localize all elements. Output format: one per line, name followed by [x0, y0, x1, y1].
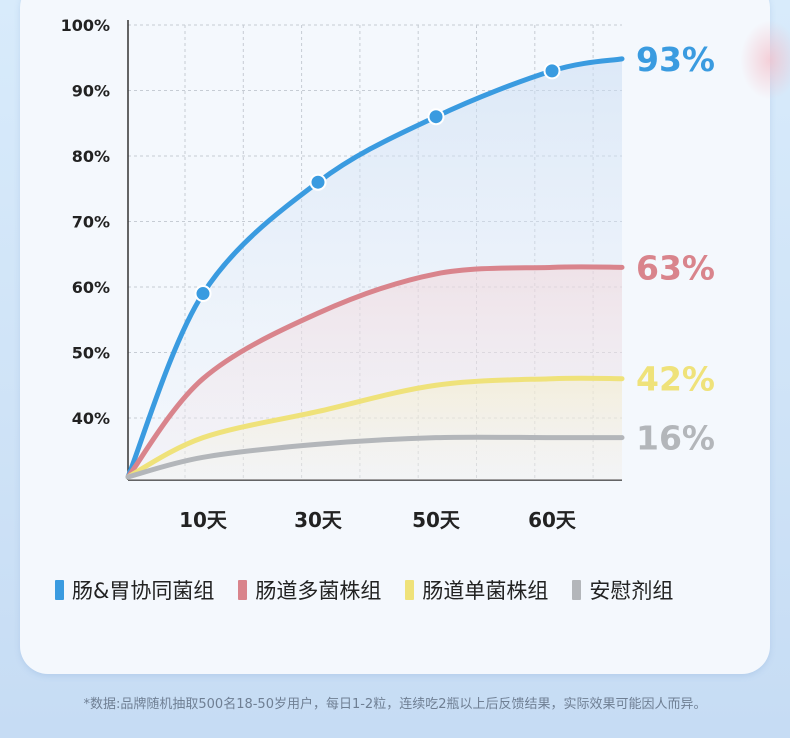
x-tick-label: 50天: [412, 508, 461, 532]
data-point: [427, 108, 445, 126]
data-point: [543, 62, 561, 80]
x-tick-label: 60天: [528, 508, 577, 532]
legend-label: 肠&胃协同菌组: [72, 579, 215, 603]
legend-swatch: [405, 580, 415, 600]
y-tick-label: 40%: [72, 409, 110, 428]
series-line: [125, 434, 625, 480]
legend-label: 肠道多菌株组: [255, 579, 382, 603]
legend-item: 肠&胃协同菌组: [55, 575, 214, 605]
series-end-label: 63%: [636, 248, 715, 287]
data-point: [309, 173, 327, 191]
legend-label: 肠道单菌株组: [422, 579, 549, 603]
legend-swatch: [572, 580, 582, 600]
y-tick-label: 70%: [72, 213, 110, 232]
y-tick-label: 90%: [72, 82, 110, 101]
legend-item: 肠道多菌株组: [238, 575, 381, 605]
data-point: [194, 285, 212, 303]
y-tick-label: 100%: [61, 16, 110, 35]
legend-swatch: [55, 580, 64, 600]
series-area: [128, 378, 622, 480]
x-tick-label: 30天: [294, 508, 343, 532]
legend-swatch: [238, 580, 248, 600]
series-end-label: 93%: [636, 40, 715, 79]
legend-item: 安慰剂组: [572, 575, 673, 605]
chart-labels: 100% 90% 80% 70% 60% 50% 40% 10天 30天 50天 60天 93% 63%…: [61, 16, 715, 532]
footnote: *数据:品牌随机抽取500名18-50岁用户，每日1-2粒，连续吃2瓶以上后反馈…: [83, 697, 707, 712]
y-tick-label: 80%: [72, 147, 110, 166]
legend-label: 安慰剂组: [589, 579, 674, 603]
series-line: [125, 375, 625, 480]
series-line: [125, 264, 625, 480]
y-tick-label: 60%: [72, 278, 110, 297]
data-points: [194, 62, 561, 303]
x-tick-label: 10天: [179, 508, 228, 532]
series-end-label: 16%: [636, 419, 715, 458]
legend-item: 肠道单菌株组: [405, 575, 548, 605]
decorative-blob: [740, 20, 790, 100]
area-fills: [128, 58, 622, 480]
legend: 肠&胃协同菌组 肠道多菌株组 肠道单菌株组 安慰剂组: [55, 576, 750, 604]
series-end-label: 42%: [636, 360, 715, 399]
y-tick-label: 50%: [72, 344, 110, 363]
